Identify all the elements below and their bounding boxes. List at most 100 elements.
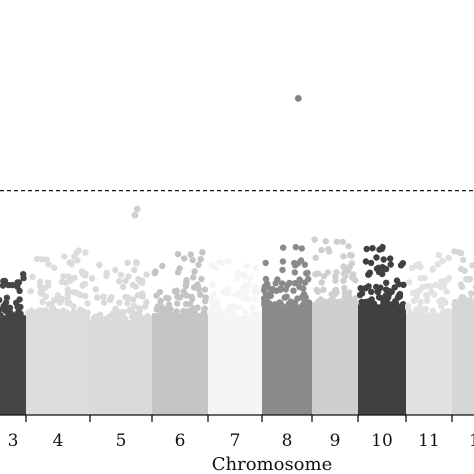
snp-point: [173, 310, 180, 317]
snp-point: [73, 289, 80, 297]
snp-point: [213, 264, 220, 272]
snp-point: [332, 298, 340, 306]
x-axis-title: Chromosome: [212, 454, 333, 474]
snp-point: [159, 262, 166, 270]
snp-point: [39, 307, 47, 314]
snp-point: [341, 284, 348, 292]
snp-point: [45, 261, 52, 268]
snp-point: [438, 278, 445, 285]
snp-point: [245, 282, 252, 289]
snp-point: [445, 254, 452, 261]
snp-point: [64, 286, 72, 293]
snp-point: [262, 290, 269, 298]
snp-point: [97, 316, 105, 323]
snp-point: [81, 280, 89, 288]
snp-point: [387, 255, 394, 262]
snp-point: [332, 286, 340, 294]
snp-point: [301, 279, 309, 286]
snp-point: [143, 271, 150, 278]
snp-point: [240, 270, 248, 278]
snp-point: [345, 243, 352, 250]
snp-point: [232, 291, 239, 298]
snp-point: [341, 293, 349, 300]
snp-point: [266, 299, 273, 307]
snp-point: [264, 280, 271, 287]
snp-point: [57, 299, 64, 306]
snp-point: [201, 286, 209, 293]
snp-point: [299, 294, 306, 302]
snp-point: [116, 309, 123, 316]
chromosome-6-dense-points: [152, 313, 208, 415]
snp-point: [333, 238, 340, 246]
chromosome-1-dense-points: [452, 304, 474, 415]
snp-point: [430, 309, 437, 317]
snp-point: [429, 265, 436, 273]
snp-point: [287, 298, 294, 305]
snp-point: [340, 263, 347, 270]
snp-point: [279, 280, 286, 287]
snp-point: [189, 309, 197, 317]
snp-point: [253, 286, 261, 294]
snp-point: [312, 254, 319, 261]
snp-point: [48, 310, 55, 317]
snp-point: [405, 279, 413, 286]
snp-point: [51, 296, 58, 304]
snp-point: [33, 255, 41, 263]
snp-point: [294, 295, 301, 302]
tick-label-8: 8: [282, 431, 293, 451]
chromosome-7-dense-points: [208, 315, 262, 415]
outlier-point-chr5: [131, 211, 139, 219]
snp-point: [348, 260, 356, 267]
tick-label-3: 3: [8, 431, 19, 451]
snp-point: [132, 259, 140, 266]
snp-point: [44, 279, 52, 286]
chromosome-1-points: [451, 248, 474, 415]
snp-point: [443, 288, 450, 295]
snp-point: [272, 280, 279, 287]
snp-point: [400, 281, 407, 288]
snp-point: [100, 299, 108, 306]
snp-point: [312, 271, 319, 278]
snp-point: [368, 288, 375, 295]
snp-point: [20, 315, 27, 322]
chromosome-point-clouds: [0, 236, 474, 415]
snp-point: [66, 277, 74, 284]
snp-point: [296, 283, 303, 291]
snp-point: [122, 293, 129, 301]
chromosome-5-dense-points: [90, 319, 152, 415]
snp-point: [311, 236, 318, 243]
snp-point: [284, 281, 291, 288]
snp-point: [108, 294, 115, 301]
snp-point: [301, 261, 308, 268]
snp-point: [189, 256, 196, 264]
snp-point: [298, 245, 305, 252]
snp-point: [5, 309, 12, 317]
snp-point: [43, 256, 50, 263]
snp-point: [357, 285, 364, 292]
snp-point: [202, 294, 209, 301]
snp-point: [376, 246, 383, 253]
snp-point: [234, 271, 241, 278]
snp-point: [14, 303, 21, 311]
outlier-point-chr5: [133, 205, 141, 213]
snp-point: [126, 307, 133, 314]
snp-point: [423, 282, 430, 290]
snp-point: [82, 292, 89, 300]
snp-point: [375, 294, 383, 301]
snp-point: [216, 312, 224, 319]
snp-point: [313, 286, 320, 293]
snp-point: [129, 281, 136, 289]
snp-point: [291, 259, 298, 267]
chromosome-9-dense-points: [312, 302, 358, 415]
snp-point: [208, 296, 215, 304]
snp-point: [224, 258, 232, 265]
snp-point: [138, 315, 146, 322]
snp-point: [0, 297, 3, 304]
snp-point: [439, 309, 446, 317]
tick-label-5: 5: [116, 431, 127, 451]
snp-point: [251, 296, 258, 303]
snp-point: [368, 296, 375, 303]
snp-point: [408, 264, 416, 272]
snp-point: [0, 305, 7, 313]
